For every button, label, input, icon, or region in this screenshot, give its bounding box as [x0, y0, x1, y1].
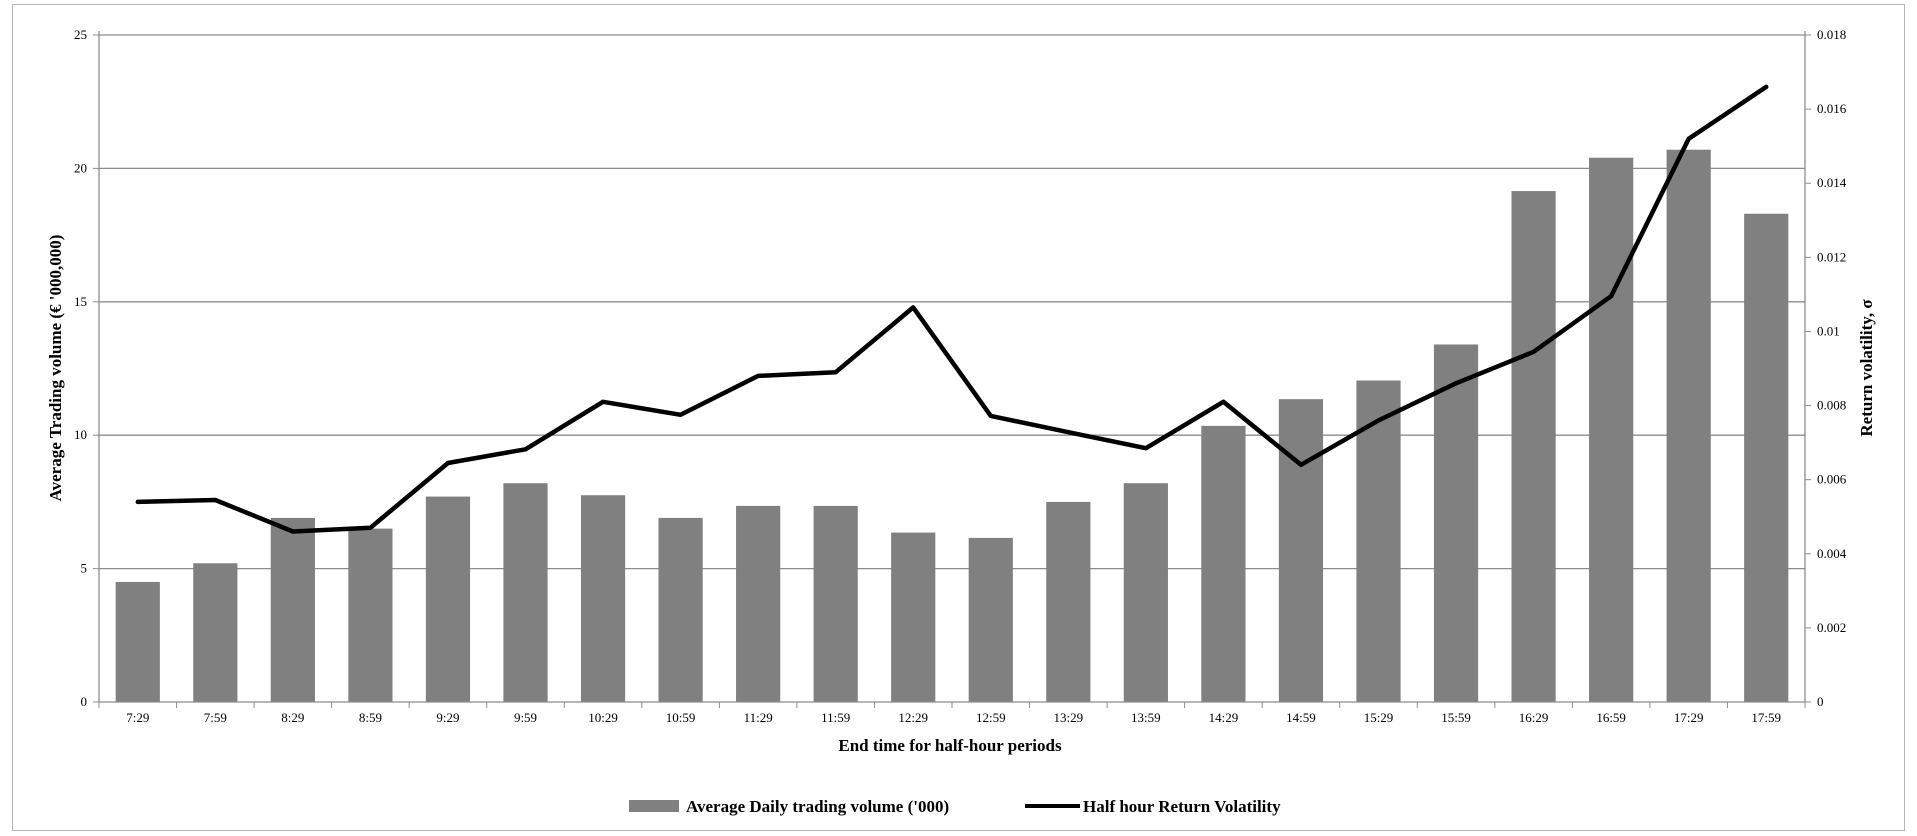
x-tick-label: 8:29	[281, 710, 304, 725]
bar-series	[115, 149, 1789, 703]
bar	[1666, 149, 1711, 702]
volatility-line	[135, 84, 1769, 534]
bar	[891, 532, 936, 702]
bar	[193, 563, 238, 702]
x-tick-label: 8:59	[359, 710, 382, 725]
line-series	[135, 84, 1769, 534]
x-tick-label: 7:29	[126, 710, 149, 725]
y2-tick-label: 0.008	[1817, 398, 1846, 413]
x-tick-label: 12:59	[976, 710, 1006, 725]
x-tick-label: 11:59	[821, 710, 850, 725]
x-tick-label: 17:59	[1751, 710, 1781, 725]
y2-tick-label: 0.004	[1817, 546, 1847, 561]
y-tick-label: 10	[74, 427, 87, 442]
y2-axis-title: Return volatility, σ	[1857, 299, 1876, 437]
x-tick-label: 16:59	[1596, 710, 1626, 725]
bar	[503, 483, 548, 702]
bar	[1511, 191, 1556, 702]
left-axis-ticks: 0 5 10 15 20 25	[74, 27, 99, 709]
y-axis-title: Average Trading volume (€ '000,000)	[46, 235, 65, 502]
x-tick-label: 14:59	[1286, 710, 1316, 725]
bar	[1589, 157, 1634, 702]
bar	[1046, 501, 1091, 702]
x-tick-label: 12:29	[898, 710, 928, 725]
y2-tick-label: 0.016	[1817, 101, 1847, 116]
y2-tick-label: 0.018	[1817, 27, 1846, 42]
x-tick-label: 15:29	[1364, 710, 1394, 725]
x-tick-label: 9:29	[436, 710, 459, 725]
legend-label-volume: Average Daily trading volume ('000)	[686, 797, 949, 816]
bar	[580, 495, 626, 702]
right-axis-ticks: 0 0.002 0.004 0.006 0.008 0.01 0.012 0.014 0.016…	[1805, 27, 1847, 709]
bar	[968, 537, 1013, 702]
y2-tick-label: 0.012	[1817, 249, 1846, 264]
y-tick-label: 0	[81, 694, 88, 709]
bar	[813, 505, 858, 702]
x-tick-label: 13:59	[1131, 710, 1161, 725]
bar	[425, 496, 471, 702]
y2-tick-label: 0.01	[1817, 323, 1840, 338]
bar	[270, 517, 315, 702]
bar	[658, 517, 703, 702]
x-tick-label: 10:29	[588, 710, 618, 725]
y2-tick-label: 0	[1817, 694, 1824, 709]
y2-tick-label: 0.002	[1817, 620, 1846, 635]
y-tick-label: 5	[81, 561, 88, 576]
bar	[1433, 344, 1479, 702]
bar	[115, 581, 160, 702]
bar	[1278, 399, 1324, 702]
y-tick-label: 15	[74, 294, 87, 309]
bar	[1744, 213, 1789, 703]
x-axis-ticks: 7:29 7:59 8:29 8:59 9:29 9:59 10:29 10:59 11:29 1…	[98, 702, 1806, 725]
x-tick-label: 10:59	[666, 710, 696, 725]
legend: Average Daily trading volume ('000) Half…	[629, 797, 1281, 816]
x-tick-label: 9:59	[514, 710, 537, 725]
x-tick-label: 15:59	[1441, 710, 1471, 725]
bar	[348, 528, 393, 702]
legend-swatch-volume	[629, 800, 679, 812]
bar	[736, 505, 781, 702]
x-tick-label: 7:59	[204, 710, 227, 725]
bar	[1201, 425, 1246, 702]
x-tick-label: 13:29	[1054, 710, 1084, 725]
y2-tick-label: 0.006	[1817, 472, 1847, 487]
x-tick-label: 16:29	[1519, 710, 1549, 725]
bar	[1123, 483, 1168, 702]
y2-tick-label: 0.014	[1817, 175, 1847, 190]
y-tick-label: 25	[74, 27, 87, 42]
x-tick-label: 11:29	[744, 710, 773, 725]
bar	[1356, 380, 1401, 702]
y-tick-label: 20	[74, 160, 87, 175]
legend-label-volatility: Half hour Return Volatility	[1083, 797, 1281, 816]
x-tick-label: 14:29	[1209, 710, 1239, 725]
x-tick-label: 17:29	[1674, 710, 1704, 725]
x-axis-title: End time for half-hour periods	[838, 736, 1062, 755]
